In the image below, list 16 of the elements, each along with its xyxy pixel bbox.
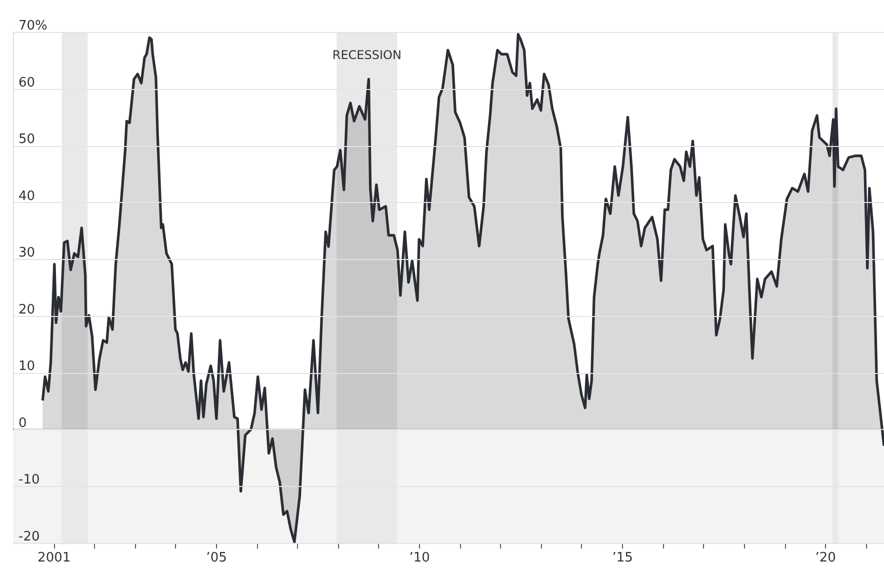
x-tick-label: ’20: [815, 550, 836, 566]
y-tick-label: 60: [18, 75, 36, 90]
y-tick-label: 30: [18, 246, 36, 261]
x-tick-label: ’05: [206, 550, 227, 566]
band-label: RECESSION: [332, 48, 402, 62]
y-tick-label: 40: [18, 188, 36, 204]
y-tick-label: 20: [18, 302, 36, 318]
y-tick-label: 50: [18, 132, 36, 148]
x-tick-label: 2001: [38, 550, 71, 566]
y-tick-label: 0: [18, 416, 27, 431]
y-tick-label: -10: [18, 472, 40, 488]
x-tick-label: ’15: [612, 550, 633, 566]
y-tick-label: 10: [18, 359, 36, 374]
x-tick-label: ’10: [409, 550, 430, 566]
y-tick-label: 70%: [18, 18, 48, 34]
y-tick-label: -20: [18, 530, 40, 544]
